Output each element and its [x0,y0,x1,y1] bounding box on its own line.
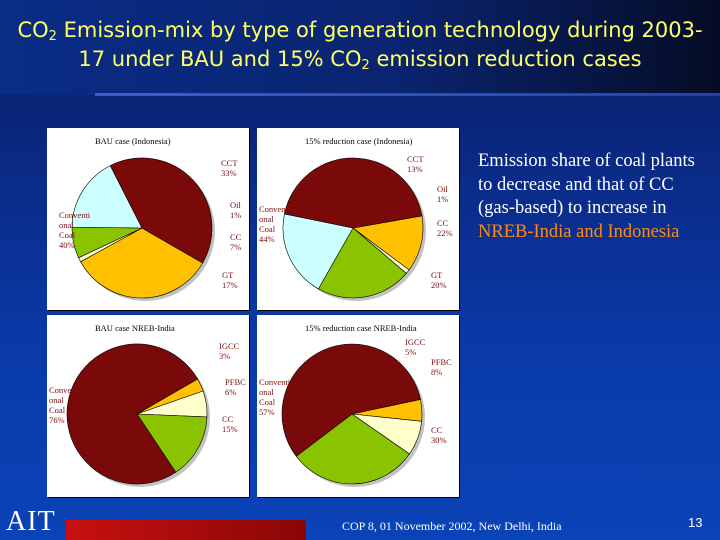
slice-label-pfbc: PFBC 6% [225,377,246,397]
pie-slice-conventional-coal [109,157,213,264]
explanation-body: Emission share of coal plants to decreas… [478,151,695,218]
slice-label-cct: CCT 33% [221,158,238,178]
chart-panel-reduction-nreb-india: 15% reduction case NREB-India IGCC 5% PFBC 8… [257,315,459,497]
title-part: emission reduction cases [369,47,642,71]
footer-accent-bar [66,520,306,540]
chart-title: BAU case NREB-India [95,323,175,333]
page-number: 13 [688,515,703,530]
chart-panel-reduction-indonesia: 15% reduction case (Indonesia) CCT 13% Oil 1… [257,128,459,310]
pie-slice-conventional-coal [284,157,423,229]
title-part: Emission-mix by type of generation techn… [56,18,703,42]
slice-label-oil: Oil 1% [437,184,449,204]
slice-label-cct: CCT 13% [407,154,424,174]
slice-label-igcc: IGCC 5% [405,337,426,357]
title-subscript: 2 [361,58,370,73]
slice-label-conventional-coal: Conventi onal Coal 44% [259,204,291,244]
slice-label-cc: CC 30% [431,425,447,445]
title-divider [95,93,720,96]
title-part: CO [17,18,49,42]
slice-label-cc: CC 15% [222,414,238,434]
chart-panel-bau-indonesia: BAU case (Indonesia) CCT 33% Oil 1% CC 7% GT 17%… [47,128,249,310]
title-band [0,0,720,95]
explanation-text: Emission share of coal plants to decreas… [478,150,708,244]
chart-title: 15% reduction case (Indonesia) [305,136,413,146]
slice-label-conventional-coal: Conventi onal Coal 57% [259,377,291,417]
title-part: 17 under BAU and 15% CO [78,47,362,71]
pie-chart-reduction-nreb-india: 15% reduction case NREB-India IGCC 5%PFBC 8… [259,323,452,487]
slide-title: CO2 Emission-mix by type of generation t… [0,16,720,74]
pie-chart-reduction-indonesia: 15% reduction case (Indonesia) CCT 13% Oil 1… [259,136,453,301]
slice-label-cc: CC 7% [230,232,242,252]
slice-label-gt: GT 17% [222,270,238,290]
chart-title: 15% reduction case NREB-India [305,323,417,333]
pie-slice-conventional-coal [281,343,421,457]
footer-text: COP 8, 01 November 2002, New Delhi, Indi… [342,519,562,533]
pie-chart-bau-indonesia: BAU case (Indonesia) CCT 33% Oil 1% CC 7% GT 17%… [59,136,242,301]
chart-panel-bau-nreb-india: BAU case NREB-India IGCC 3% PFBC 6% CC 15% Conv… [47,315,249,497]
pie-slice-cct [352,215,424,271]
pie-slice-gt [71,165,143,229]
slice-label-conventional-coal: Conventi onal Coal 40% [59,210,91,250]
explanation-highlight: NREB-India and Indonesia [478,221,680,242]
ait-logo: AIT [6,506,56,537]
slice-label-pfbc: PFBC 8% [431,357,452,377]
pie-slice-conventional-coal [66,343,199,485]
slice-label-gt: GT 20% [431,270,447,290]
slice-label-igcc: IGCC 3% [219,341,240,361]
pie-slice-gt [282,213,354,290]
slice-label-cc: CC 22% [437,218,453,238]
pie-chart-bau-nreb-india: BAU case NREB-India IGCC 3% PFBC 6% CC 15% Conv… [49,323,246,487]
pie-slice-cc [318,227,407,299]
slice-label-oil: Oil 1% [230,200,242,220]
pie-slice-cc [136,413,208,473]
chart-title: BAU case (Indonesia) [95,136,171,146]
slice-label-conventional-coal: Conventi onal Coal 76% [49,385,81,425]
pie-slice-cc [295,413,410,485]
title-subscript: 2 [48,29,57,44]
